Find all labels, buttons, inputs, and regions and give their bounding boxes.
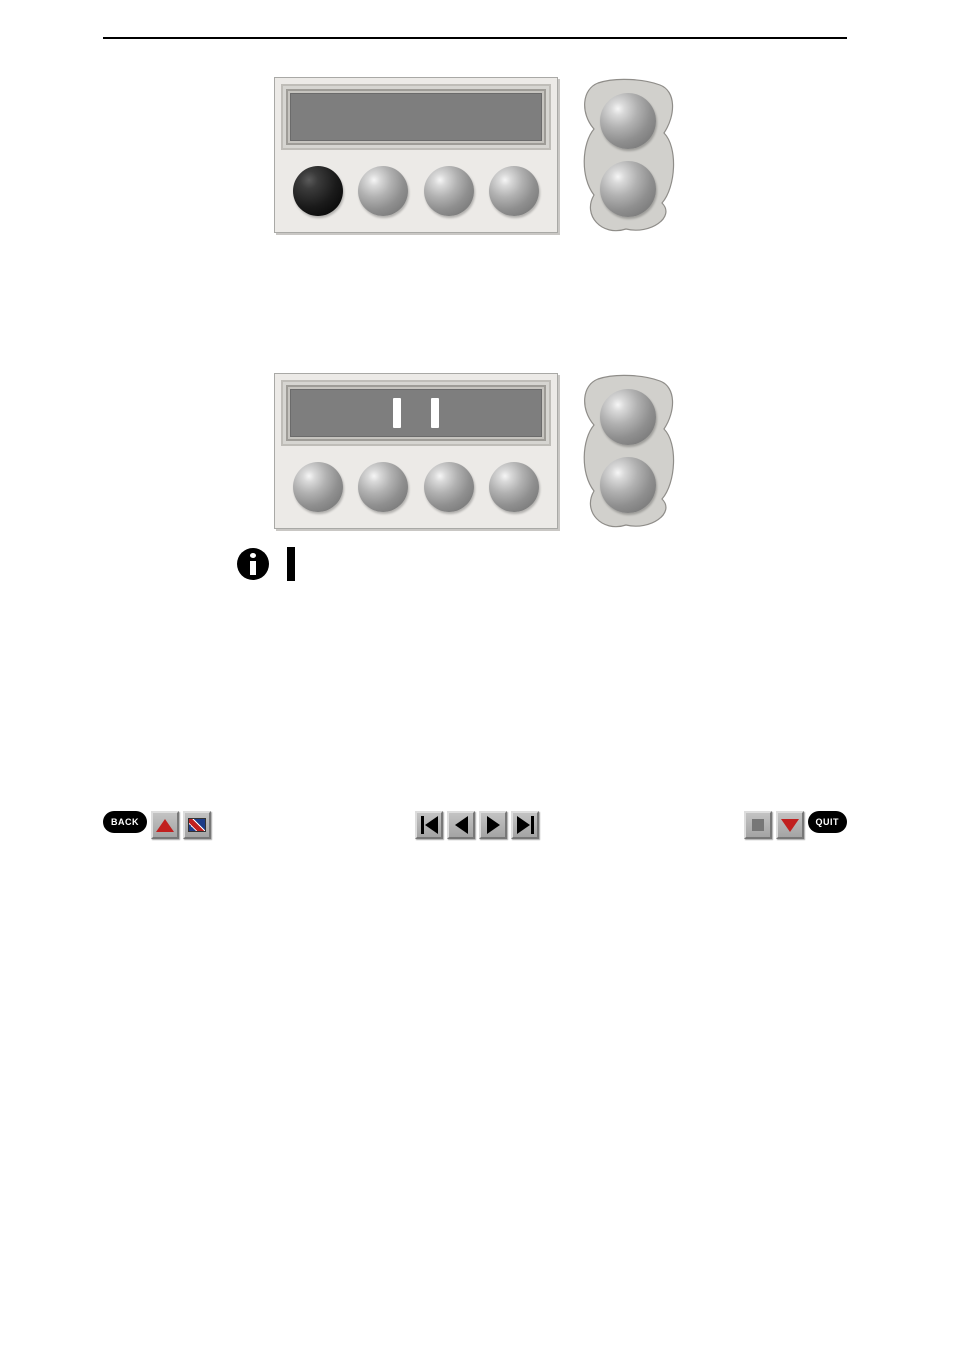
lcd-frame-inner bbox=[286, 89, 546, 145]
triangle-down-icon bbox=[781, 819, 799, 832]
panel1-button-4[interactable] bbox=[489, 166, 539, 216]
panel2-buttons bbox=[281, 452, 551, 522]
nav-prev-button[interactable] bbox=[447, 811, 475, 839]
nav-center-group bbox=[415, 811, 539, 839]
side2-button-top[interactable] bbox=[600, 389, 656, 445]
nav-down-button[interactable] bbox=[776, 811, 804, 839]
side1-buttons bbox=[580, 87, 676, 223]
page-content bbox=[103, 37, 847, 581]
header-rule bbox=[103, 37, 847, 39]
triangle-left-icon bbox=[455, 816, 468, 834]
side-module-1 bbox=[580, 77, 676, 233]
back-button[interactable]: BACK bbox=[103, 811, 147, 833]
control-panel-2 bbox=[274, 373, 558, 529]
panel2-button-1[interactable] bbox=[293, 462, 343, 512]
quit-button[interactable]: QUIT bbox=[808, 811, 848, 833]
panel2-button-3[interactable] bbox=[424, 462, 474, 512]
device-row-2 bbox=[103, 373, 847, 529]
nav-right-group: QUIT bbox=[744, 811, 848, 839]
side2-button-bottom[interactable] bbox=[600, 457, 656, 513]
back-label: BACK bbox=[111, 817, 139, 827]
flag-icon bbox=[188, 818, 206, 832]
lcd-frame-inner-2 bbox=[286, 385, 546, 441]
nav-flag-button[interactable] bbox=[183, 811, 211, 839]
side1-button-bottom[interactable] bbox=[600, 161, 656, 217]
side-module-2 bbox=[580, 373, 676, 529]
nav-first-button[interactable] bbox=[415, 811, 443, 839]
lcd2-bar-2 bbox=[431, 398, 439, 428]
side1-button-top[interactable] bbox=[600, 93, 656, 149]
lcd-display-1 bbox=[290, 93, 542, 141]
triangle-up-icon bbox=[156, 819, 174, 832]
nav-up-button[interactable] bbox=[151, 811, 179, 839]
triangle-right-icon bbox=[487, 816, 500, 834]
nav-stop-button[interactable] bbox=[744, 811, 772, 839]
last-icon bbox=[517, 816, 534, 834]
panel1-button-3[interactable] bbox=[424, 166, 474, 216]
nav-next-button[interactable] bbox=[479, 811, 507, 839]
info-bar bbox=[287, 547, 295, 581]
panel1-button-1[interactable] bbox=[293, 166, 343, 216]
lcd2-bar-1 bbox=[393, 398, 401, 428]
nav-left-group: BACK bbox=[103, 811, 211, 839]
panel1-button-2[interactable] bbox=[358, 166, 408, 216]
quit-label: QUIT bbox=[816, 817, 840, 827]
panel1-buttons bbox=[281, 156, 551, 226]
first-icon bbox=[421, 816, 438, 834]
control-panel-1 bbox=[274, 77, 558, 233]
bottom-navbar: BACK bbox=[103, 811, 847, 839]
square-icon bbox=[752, 819, 764, 831]
info-icon bbox=[237, 548, 269, 580]
lcd-frame-outer-2 bbox=[281, 380, 551, 446]
lcd-display-2 bbox=[290, 389, 542, 437]
nav-last-button[interactable] bbox=[511, 811, 539, 839]
device-row-1 bbox=[103, 77, 847, 233]
info-row bbox=[237, 547, 847, 581]
lcd-frame-outer bbox=[281, 84, 551, 150]
side2-buttons bbox=[580, 383, 676, 519]
panel2-button-4[interactable] bbox=[489, 462, 539, 512]
panel2-button-2[interactable] bbox=[358, 462, 408, 512]
